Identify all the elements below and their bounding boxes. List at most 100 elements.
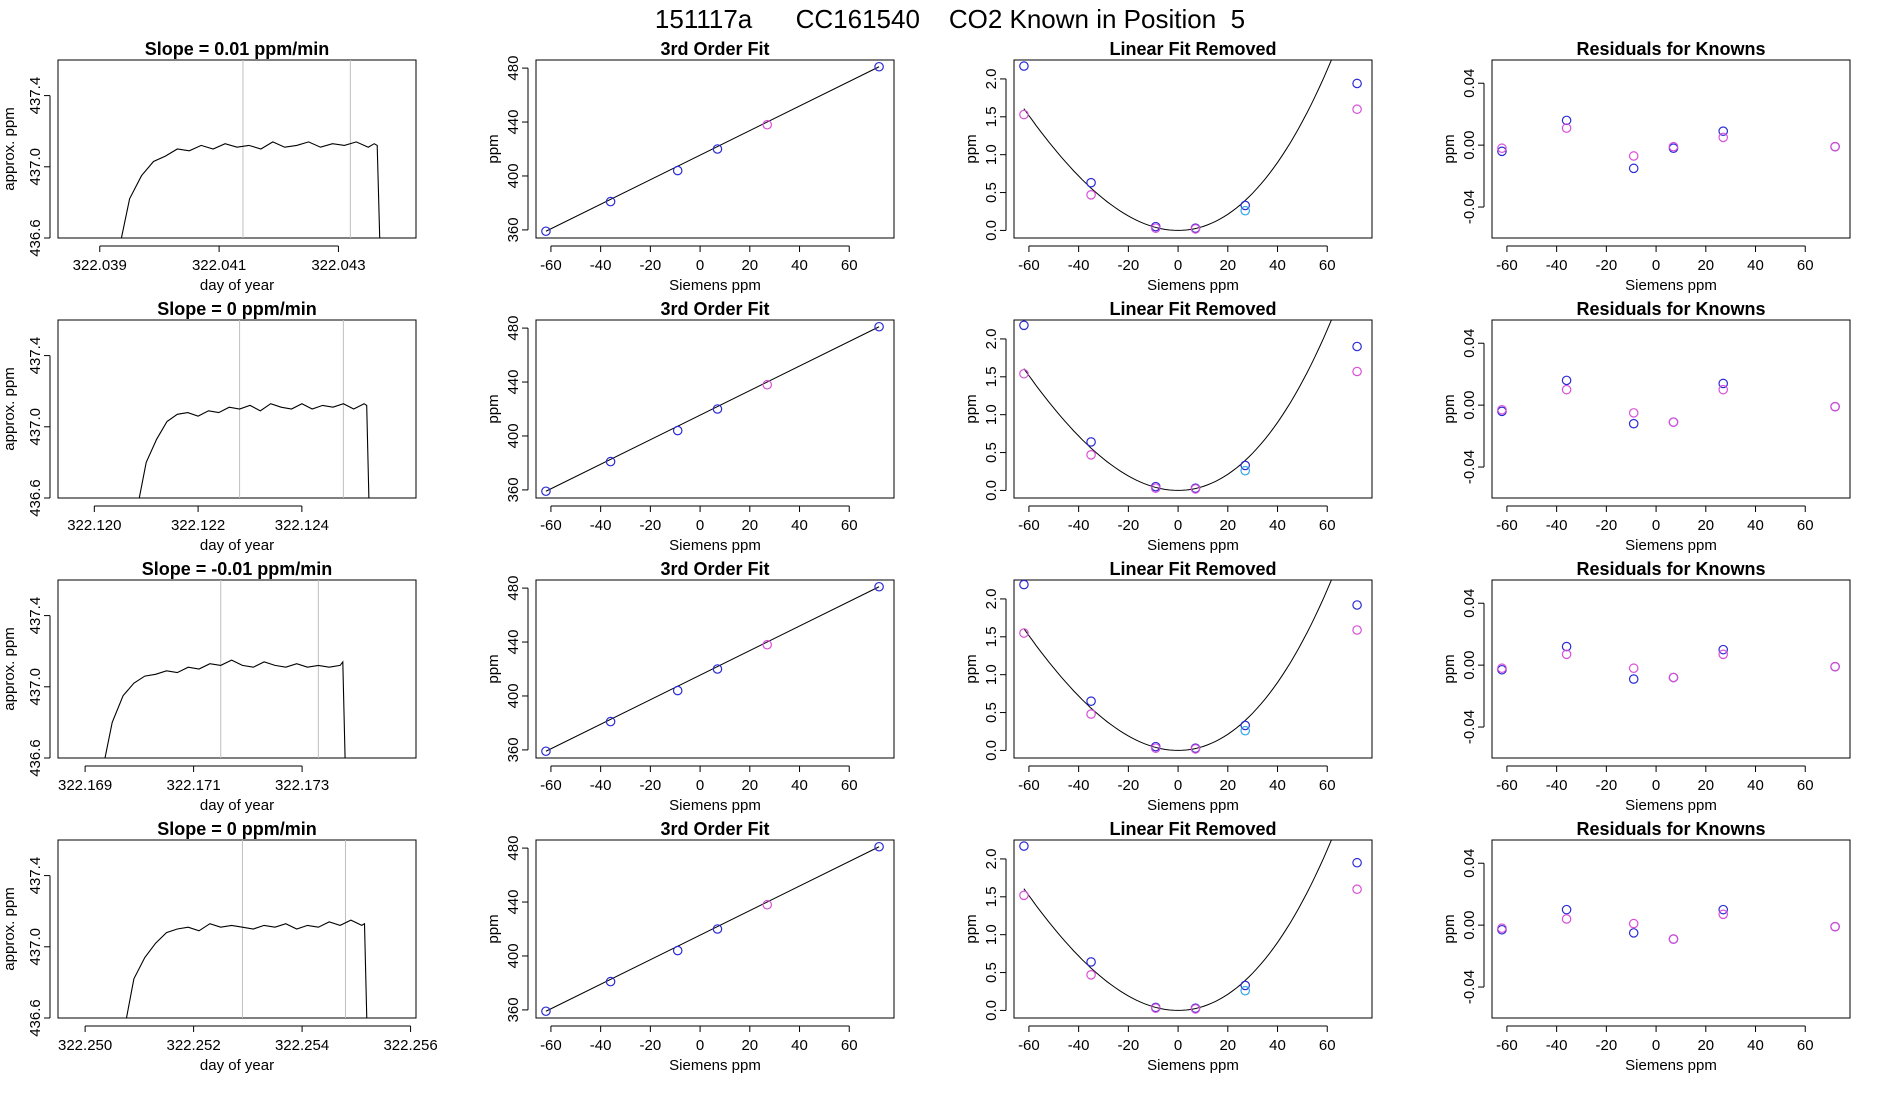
panel-1-2: 3rd Order Fit -60 -40 -20 0 20 40 60 Siemens ppm… [485,39,895,294]
plot-frame [535,579,895,759]
data-point [1352,366,1362,377]
y-tick-label: 360 [505,997,522,1022]
x-axis-label: Siemens ppm [1147,277,1239,294]
x-tick-label: 60 [1319,517,1336,534]
panel-title: Linear Fit Removed [1109,819,1276,839]
plot-area [1497,375,1840,429]
x-tick-label: 20 [741,257,758,274]
x-tick-label: 40 [791,777,808,794]
y-tick-label: 400 [505,683,522,708]
data-point [672,685,683,696]
x-tick-label: -20 [640,777,662,794]
x-tick-label: -20 [1596,517,1618,534]
x-tick-label: 40 [1269,1037,1286,1054]
y-axis-label: approx. ppm [1,367,18,450]
panel-title: Linear Fit Removed [1109,299,1276,319]
x-tick-label: -40 [590,257,612,274]
plot-area [541,61,884,237]
data-point [1352,104,1362,115]
panel-1-3: Linear Fit Removed -60 -40 -20 0 20 40 60 Siemen… [963,39,1373,294]
y-tick-label: 0.04 [1461,849,1478,878]
y-axis-label: approx. ppm [1,627,18,710]
x-tick-label: 40 [791,517,808,534]
x-tick-label: 20 [1219,1037,1236,1054]
y-tick-label: -0.04 [1461,710,1478,744]
data-point [762,119,773,130]
x-tick-label: 60 [1319,257,1336,274]
y-tick-label: 0.5 [983,962,1000,983]
data-point [1150,743,1161,753]
plot-area [1497,904,1840,944]
y-tick-label: 480 [505,836,522,861]
x-tick-label: 322.043 [311,257,365,274]
x-tick-label: 322.124 [275,517,329,534]
y-tick-label: 437.0 [27,148,44,186]
x-axis-label: Siemens ppm [669,277,761,294]
x-tick-label: -60 [1018,777,1040,794]
x-tick-label: 0 [696,517,704,534]
data-point [1240,465,1251,476]
panel-title: Slope = -0.01 ppm/min [142,559,333,579]
y-tick-label: 2.0 [983,849,1000,870]
fit-line [545,66,880,232]
y-tick-label: 360 [505,737,522,762]
x-tick-label: 60 [1797,257,1814,274]
x-tick-label: 0 [696,1037,704,1054]
x-tick-label: 20 [1219,257,1236,274]
data-point [1019,109,1029,120]
data-point [1561,115,1572,126]
data-point [1086,696,1096,706]
panel-4-1: Slope = 0 ppm/min 322.250 322.252 322.254 32… [1,819,438,1074]
panel-2-3: Linear Fit Removed -60 -40 -20 0 20 40 60 Siemen… [963,299,1373,554]
y-tick-label: 0.0 [983,480,1000,501]
data-point [712,664,723,674]
y-tick-label: 440 [505,630,522,655]
fit-curve [1023,840,1332,1011]
y-axis-label: ppm [963,394,980,423]
panel-2-1: Slope = 0 ppm/min 322.120 322.122 322.124da… [1,299,417,554]
y-tick-label: 436.6 [27,219,44,257]
panel-title: Slope = 0 ppm/min [157,299,317,319]
x-tick-label: 60 [841,777,858,794]
x-tick-label: 40 [1269,517,1286,534]
x-tick-label: 40 [1269,257,1286,274]
plot-frame [57,319,417,499]
x-tick-label: 60 [841,257,858,274]
data-point [1086,970,1096,980]
x-tick-label: -40 [1068,777,1090,794]
x-axis-label: Siemens ppm [1625,537,1717,554]
data-point [1718,384,1729,395]
data-point [1240,205,1251,216]
plot-area [138,320,370,498]
y-tick-label: 0.5 [983,442,1000,463]
x-axis-label: Siemens ppm [669,797,761,814]
x-tick-label: 322.250 [58,1037,112,1054]
data-point [541,1006,551,1017]
panel-3-4: Residuals for Knowns -60 -40 -20 0 20 40 60 Siem… [1441,559,1851,814]
x-tick-label: 20 [741,1037,758,1054]
data-point [1497,663,1507,674]
panel-3-2: 3rd Order Fit -60 -40 -20 0 20 40 60 Siemens ppm… [485,559,895,814]
y-tick-label: 437.4 [27,857,44,895]
x-axis-label: Siemens ppm [1625,1057,1717,1074]
y-tick-label: 436.6 [27,739,44,777]
x-tick-label: 322.173 [275,777,329,794]
x-axis-label: Siemens ppm [1147,1057,1239,1074]
fit-curve [1023,320,1332,491]
data-point [1240,200,1251,211]
fit-line [545,586,880,752]
data-point [1497,404,1507,415]
plot-area [541,841,884,1017]
y-tick-label: 437.4 [27,77,44,115]
y-tick-label: 1.5 [983,106,1000,127]
data-point [1240,980,1251,991]
x-tick-label: -60 [540,517,562,534]
data-point [1019,320,1029,331]
data-point [1718,378,1729,389]
y-tick-label: 0.00 [1461,131,1478,160]
x-axis-label: Siemens ppm [669,537,761,554]
data-point [762,379,773,390]
y-tick-label: 436.6 [27,999,44,1037]
x-tick-label: 0 [696,777,704,794]
